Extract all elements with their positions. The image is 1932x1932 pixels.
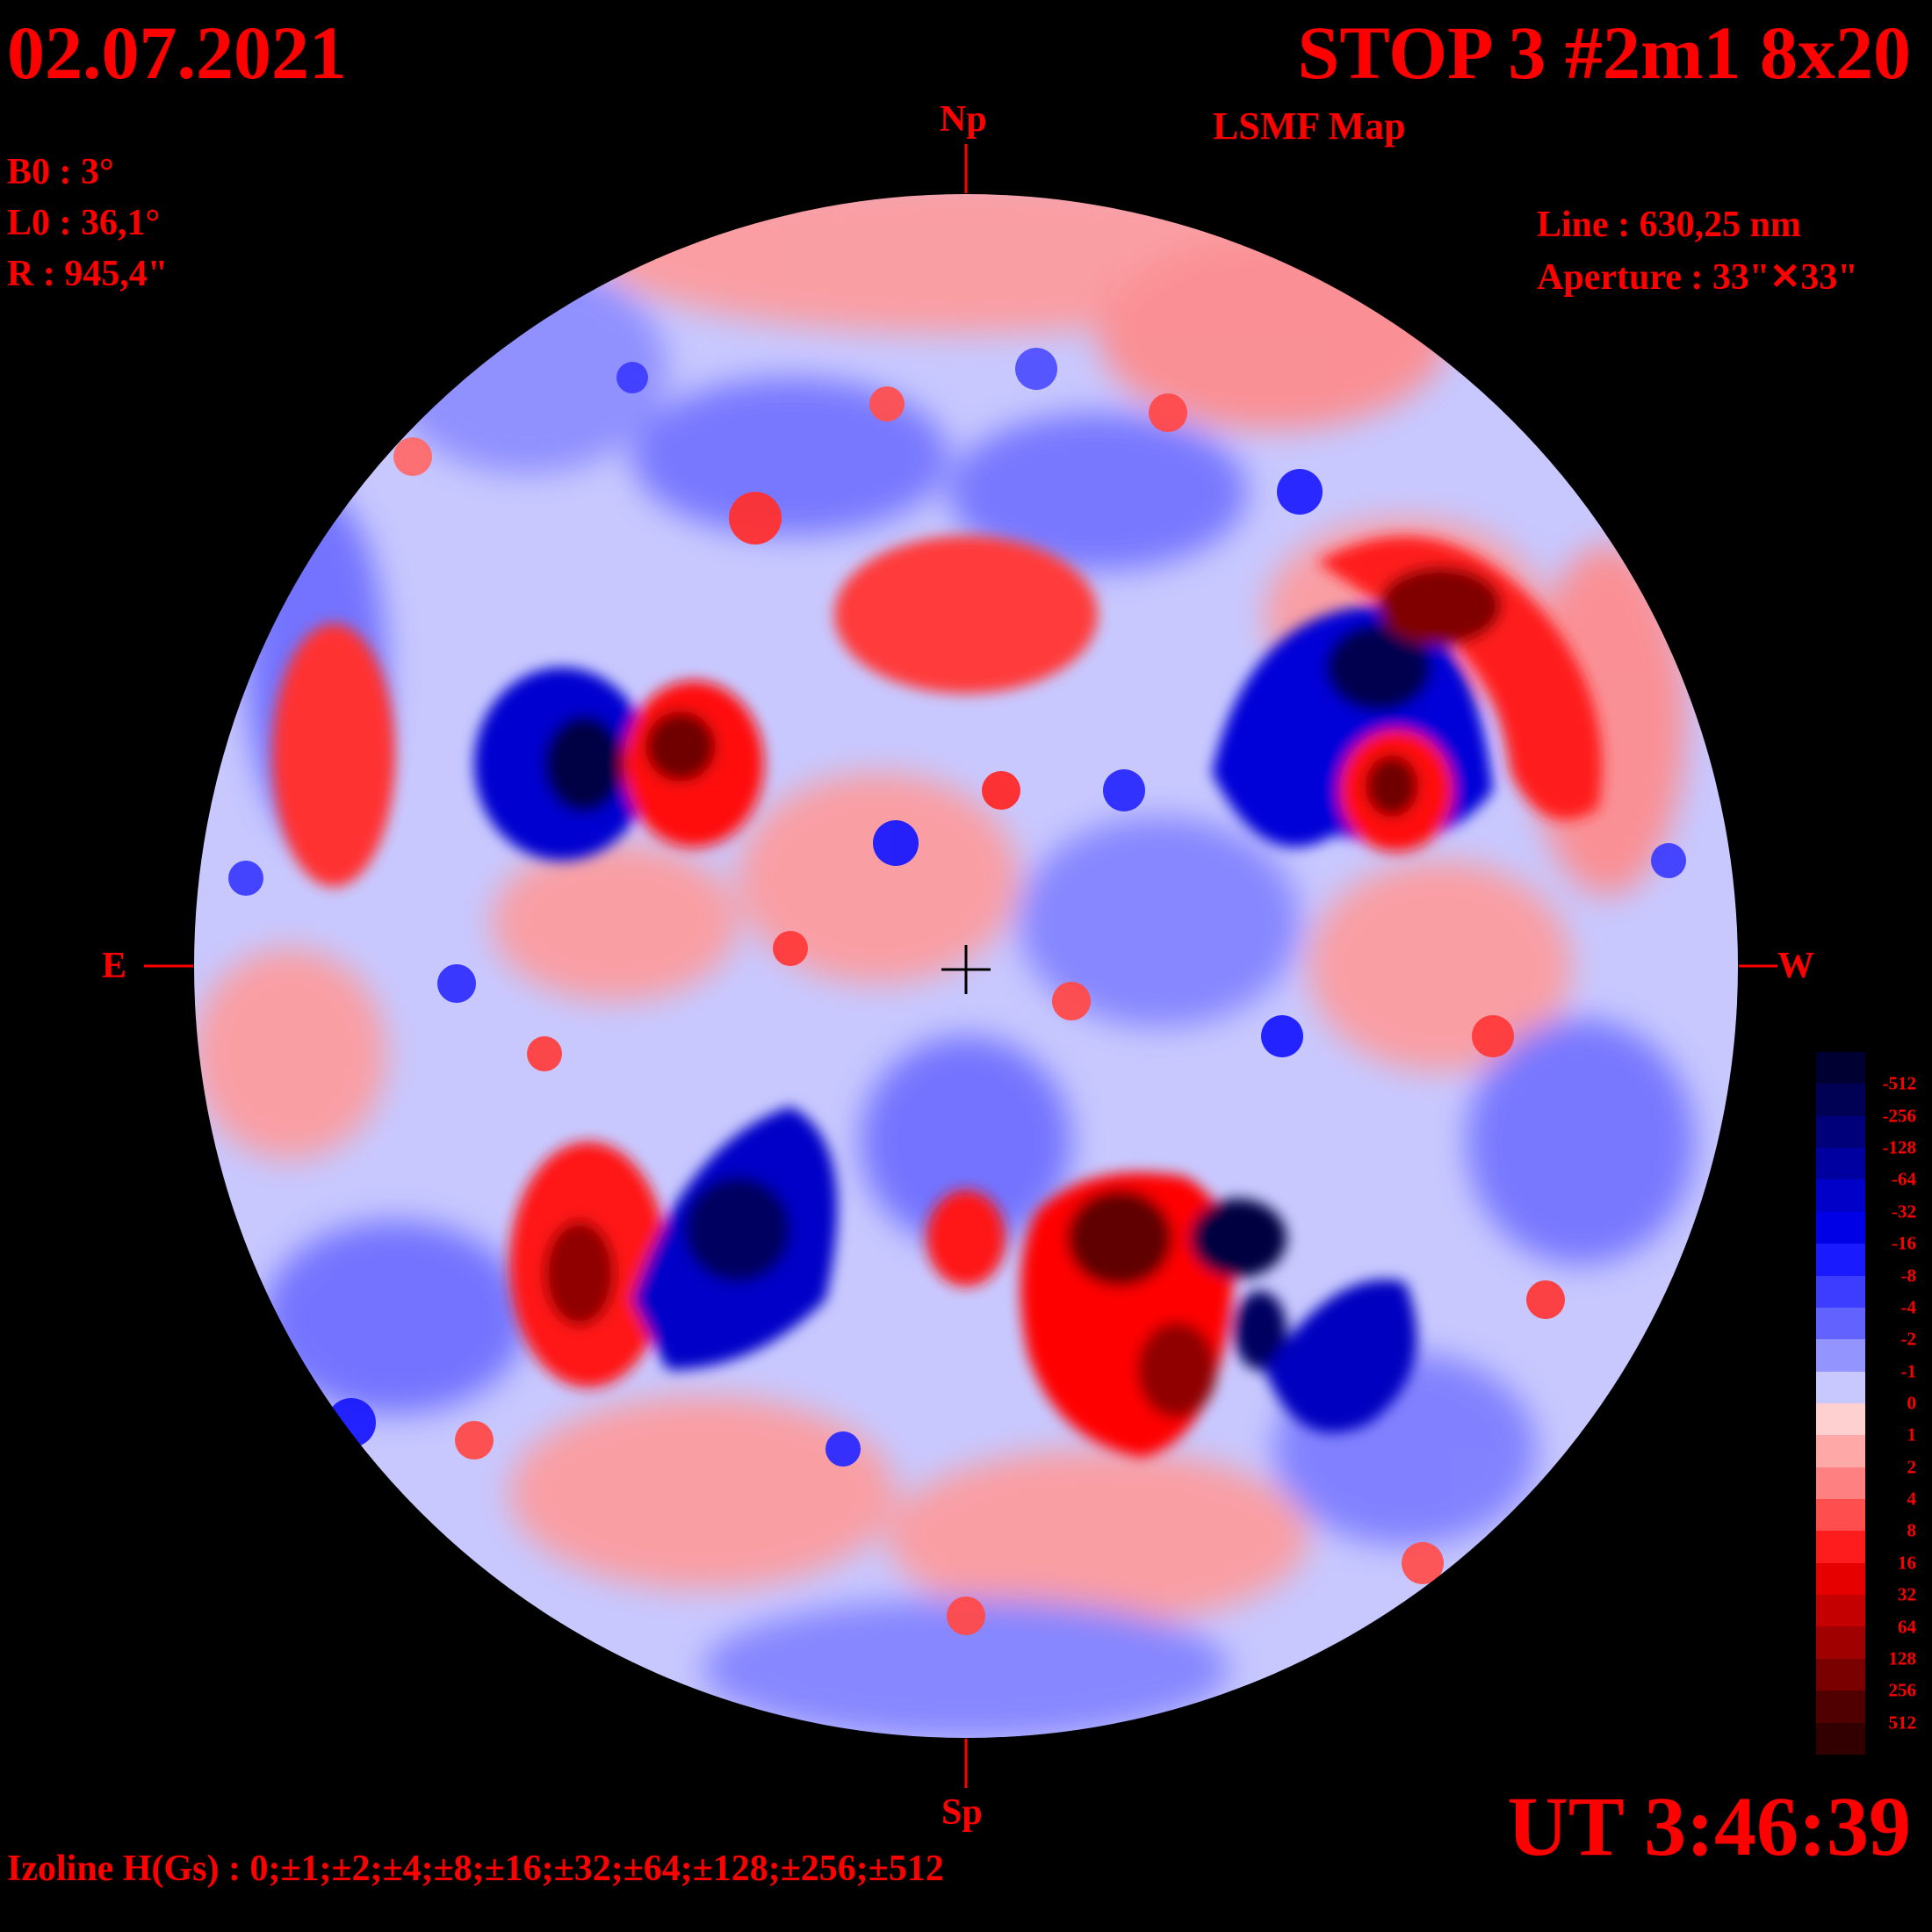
izoline-levels: Izoline H(Gs) : 0;±1;±2;±4;±8;±16;±32;±6… — [7, 1849, 944, 1889]
north-pole-label: Np — [940, 99, 987, 140]
color-scale-label: -16 — [1892, 1232, 1916, 1254]
color-scale-label: -512 — [1882, 1072, 1917, 1094]
color-scale-label: -64 — [1892, 1168, 1916, 1190]
color-scale-label: -2 — [1900, 1328, 1917, 1350]
color-scale-segment — [1816, 1179, 1865, 1212]
color-scale-segment — [1816, 1211, 1865, 1244]
param-radius: R : 945,4" — [7, 254, 169, 294]
color-scale-label: -4 — [1900, 1296, 1917, 1318]
color-scale-label: 2 — [1907, 1456, 1917, 1478]
param-l0: L0 : 36,1° — [7, 203, 161, 243]
color-scale-label: 4 — [1907, 1488, 1917, 1510]
color-scale-segment — [1816, 1275, 1865, 1308]
color-scale-segment — [1816, 1626, 1865, 1659]
color-scale-label: 256 — [1888, 1679, 1917, 1701]
color-scale-segment — [1816, 1467, 1865, 1500]
color-scale-label: -8 — [1900, 1265, 1917, 1287]
color-scale-label: -256 — [1882, 1105, 1917, 1127]
color-scale-segment — [1816, 1115, 1865, 1149]
color-scale-label: 16 — [1898, 1552, 1916, 1574]
map-title: STOP 3 #2m1 8x20 — [1297, 11, 1911, 95]
east-label: E — [102, 946, 127, 986]
color-scale-segment — [1816, 1435, 1865, 1467]
color-scale-label: 8 — [1907, 1519, 1917, 1541]
color-scale-label: 1 — [1907, 1424, 1917, 1445]
color-scale-segment — [1816, 1595, 1865, 1627]
color-scale-segment — [1816, 1531, 1865, 1563]
color-scale-label: 512 — [1888, 1712, 1917, 1734]
color-scale-segment — [1816, 1052, 1865, 1085]
color-scale-segment — [1816, 1690, 1865, 1723]
west-label: W — [1777, 946, 1814, 986]
color-scale-segment — [1816, 1658, 1865, 1691]
color-scale-segment — [1816, 1244, 1865, 1276]
color-scale-segment — [1816, 1084, 1865, 1116]
color-scale-segment — [1816, 1722, 1865, 1755]
center-crosshair — [941, 945, 991, 994]
south-pole-label: Sp — [941, 1792, 983, 1833]
color-scale-segment — [1816, 1307, 1865, 1340]
param-b0: B0 : 3° — [7, 152, 114, 192]
spectral-line: Line : 630,25 nm — [1537, 205, 1802, 245]
color-scale-segment — [1816, 1562, 1865, 1596]
universal-time: UT 3:46:39 — [1507, 1779, 1911, 1873]
aperture-size: Aperture : 33"✕33" — [1537, 257, 1858, 298]
color-scale-segment — [1816, 1371, 1865, 1403]
color-scale-label: 32 — [1898, 1583, 1916, 1605]
magnetic-field-patches — [193, 193, 1695, 1739]
color-scale-label: -128 — [1882, 1136, 1917, 1158]
color-scale-label: 128 — [1888, 1647, 1917, 1669]
color-scale-segment — [1816, 1499, 1865, 1532]
color-scale-label: -32 — [1892, 1200, 1916, 1222]
color-scale-segment — [1816, 1148, 1865, 1180]
color-scale-label: 64 — [1898, 1616, 1916, 1638]
map-subtitle: LSMF Map — [1213, 105, 1406, 148]
observation-date: 02.07.2021 — [7, 11, 347, 95]
color-scale-label: 0 — [1907, 1392, 1917, 1414]
color-scale-bar — [1816, 1052, 1865, 1755]
color-scale-segment — [1816, 1402, 1865, 1436]
color-scale-label: -1 — [1900, 1360, 1917, 1382]
color-scale-segment — [1816, 1339, 1865, 1372]
